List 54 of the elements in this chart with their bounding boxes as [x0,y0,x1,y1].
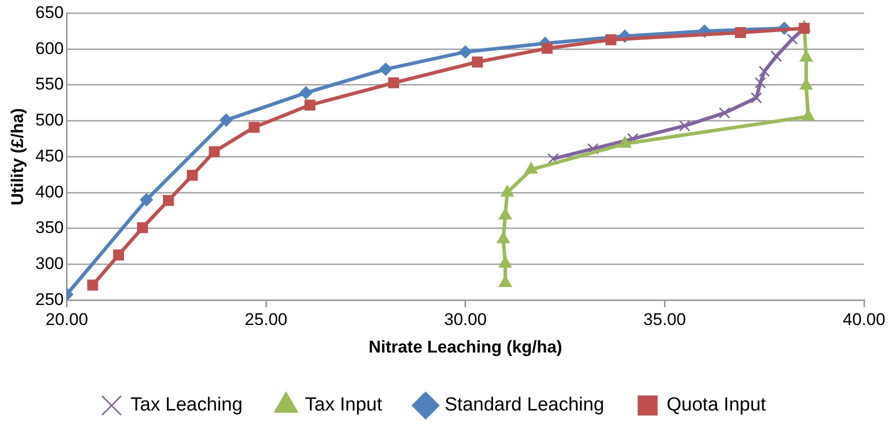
point [137,222,148,234]
point [500,185,514,197]
y-tick-label: 600 [35,38,64,58]
point [388,77,400,88]
point [678,120,690,132]
y-tick-label: 400 [35,182,64,202]
point [220,114,233,127]
point [605,34,616,46]
point [162,195,174,206]
point [208,146,220,158]
point [758,66,770,78]
x-axis-title: Nitrate Leaching (kg/ha) [368,337,562,356]
point [498,256,512,268]
point [750,92,762,104]
point [304,100,316,110]
x-tick-label: 20.00 [45,310,88,330]
point [140,193,153,206]
point [379,62,392,76]
point [587,143,599,155]
legend-label: Quota Input [666,394,767,416]
x-tick-label: 25.00 [244,310,288,330]
point [718,107,730,119]
y-tick-label: 250 [35,290,64,309]
point [786,33,798,45]
x-tick-label: 40.00 [842,310,886,330]
point [186,170,198,181]
point [299,86,312,100]
point [618,136,632,148]
x-tick-label: 30.00 [444,310,487,330]
point [248,122,260,133]
point [524,162,538,174]
y-tick-label: 650 [35,2,64,22]
point [87,280,98,291]
x-tick-label: 35.00 [643,310,686,330]
point [770,50,782,62]
point [754,77,766,88]
point [542,42,553,54]
y-axis-title: Utility (£/ha) [8,108,27,206]
y-tick-label: 550 [35,74,64,94]
legend-label: Tax Leaching [130,394,243,416]
legend-label: Standard Leaching [444,394,604,416]
point [496,232,510,244]
y-tick-label: 300 [35,254,64,274]
point [498,208,512,220]
point [802,109,815,121]
y-tick-label: 350 [35,218,64,238]
point [734,27,746,38]
point [472,56,483,68]
point [458,45,472,58]
y-tick-label: 450 [35,146,64,166]
y-tick-label: 500 [35,110,64,130]
legend-label: Tax Input [305,394,383,416]
point [113,250,124,260]
point [627,133,638,144]
